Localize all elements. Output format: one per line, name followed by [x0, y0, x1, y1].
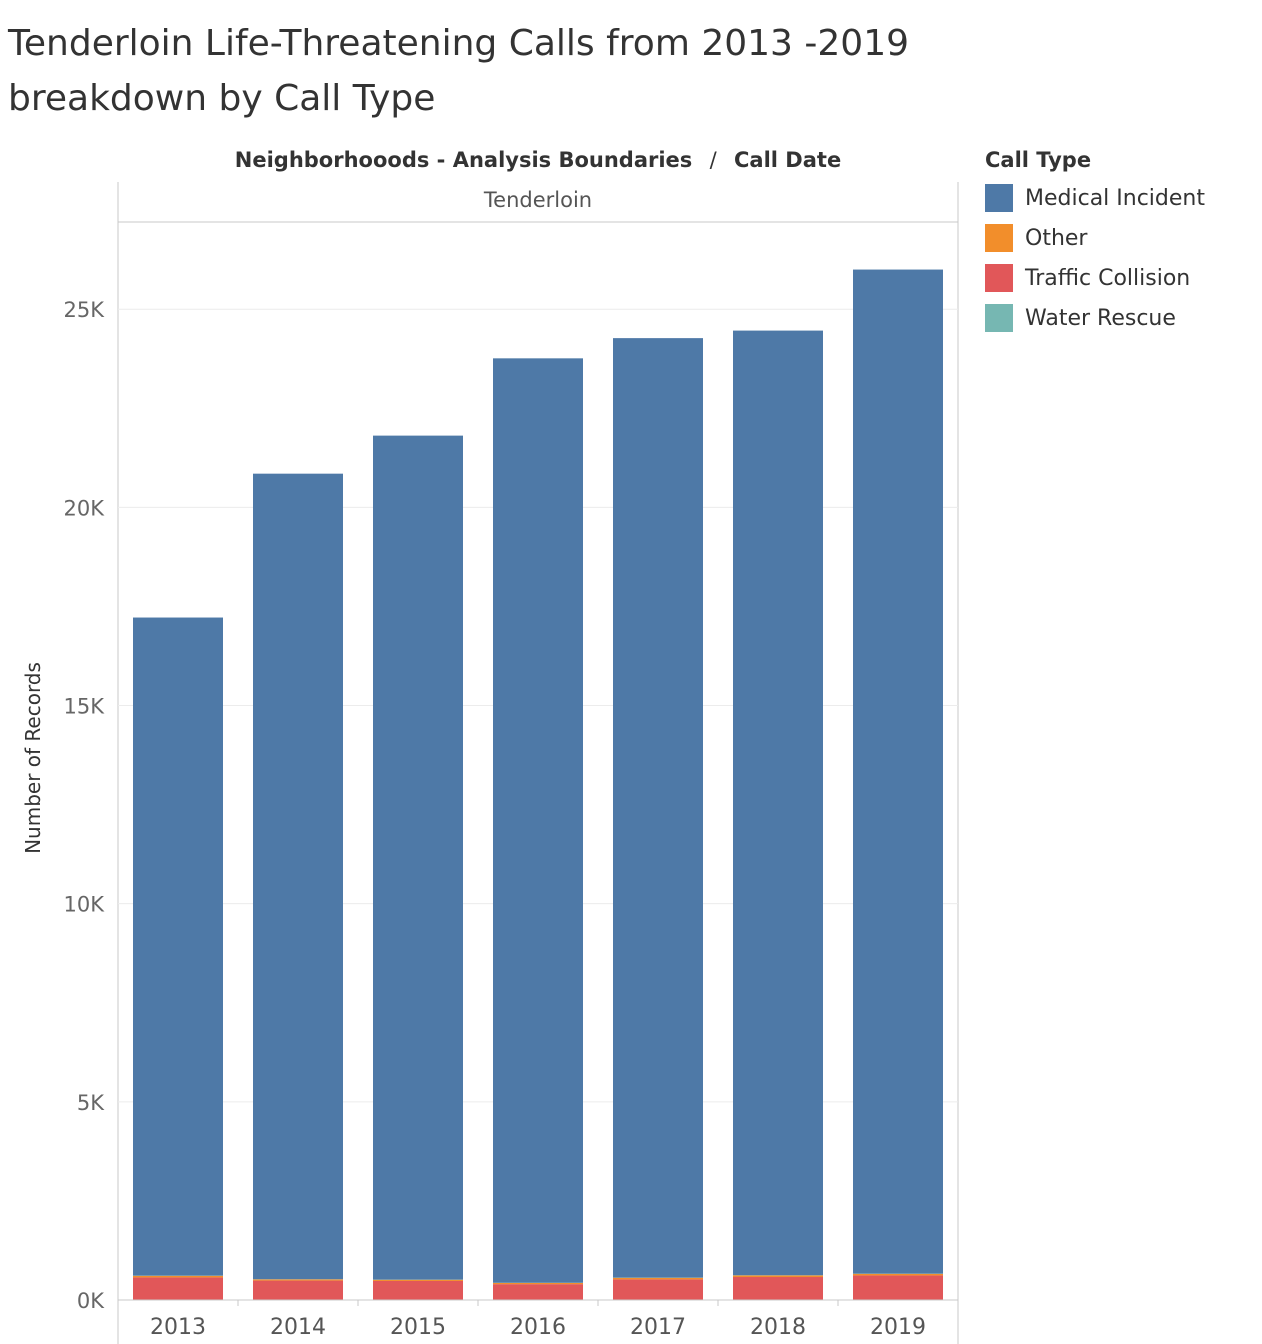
- header-separator: /: [709, 148, 717, 172]
- legend-item-medical-incident[interactable]: Medical Incident: [985, 178, 1205, 218]
- x-tick-label: 2013: [150, 1315, 206, 1340]
- x-tick-label: 2016: [510, 1315, 566, 1340]
- legend-swatch: [985, 264, 1013, 292]
- y-tick-label: 25K: [64, 298, 106, 322]
- legend-swatch: [985, 184, 1013, 212]
- column-header: Neighborhooods - Analysis Boundaries / C…: [118, 148, 958, 172]
- bar-segment-other: [373, 1279, 463, 1281]
- x-tick-label: 2017: [630, 1315, 686, 1340]
- chart-title-line-1: Tenderloin Life-Threatening Calls from 2…: [8, 23, 910, 64]
- legend-label: Water Rescue: [1025, 305, 1176, 331]
- bar-segment-other: [253, 1279, 343, 1281]
- bar-segment-traffic-collision: [253, 1280, 343, 1300]
- x-tick-label: 2015: [390, 1315, 446, 1340]
- legend-item-other[interactable]: Other: [985, 218, 1205, 258]
- pane-label: Tenderloin: [483, 188, 593, 212]
- legend-item-traffic-collision[interactable]: Traffic Collision: [985, 258, 1205, 298]
- legend-item-water-rescue[interactable]: Water Rescue: [985, 298, 1205, 338]
- bar-segment-other: [133, 1275, 223, 1278]
- x-tick-label: 2014: [270, 1315, 326, 1340]
- bar-segment-other: [853, 1273, 943, 1276]
- columns-field-label: Call Date: [734, 148, 842, 172]
- y-tick-label: 20K: [64, 496, 106, 520]
- bar-segment-medical-incident: [133, 617, 223, 1276]
- bar-segment-other: [733, 1275, 823, 1278]
- y-tick-label: 15K: [64, 695, 106, 719]
- x-tick-label: 2018: [750, 1315, 806, 1340]
- bar-segment-medical-incident: [853, 269, 943, 1274]
- legend: Call Type Medical Incident Other Traffic…: [985, 148, 1205, 338]
- bar-segment-other: [493, 1282, 583, 1285]
- bar-segment-medical-incident: [373, 435, 463, 1280]
- legend-label: Traffic Collision: [1025, 265, 1191, 291]
- bar-segment-medical-incident: [613, 338, 703, 1278]
- bar-segment-traffic-collision: [613, 1279, 703, 1300]
- y-tick-label: 10K: [64, 893, 106, 917]
- bar-segment-medical-incident: [733, 330, 823, 1276]
- chart-title-line-2: breakdown by Call Type: [8, 78, 436, 119]
- y-tick-label: 5K: [77, 1091, 105, 1115]
- bar-segment-traffic-collision: [133, 1277, 223, 1300]
- legend-label: Medical Incident: [1025, 185, 1205, 211]
- chart-plot: 0K 5K 10K 15K 20K 25K 2013 2014 2015 2016 2017 2018…: [64, 182, 959, 1344]
- chart-title: Tenderloin Life-Threatening Calls from 2…: [8, 16, 988, 126]
- bar-segment-medical-incident: [253, 473, 343, 1280]
- bar-segment-medical-incident: [493, 358, 583, 1283]
- legend-swatch: [985, 304, 1013, 332]
- legend-swatch: [985, 224, 1013, 252]
- legend-label: Other: [1025, 225, 1088, 251]
- bar-segment-traffic-collision: [493, 1284, 583, 1300]
- x-tick-label: 2019: [870, 1315, 926, 1340]
- bar-segment-traffic-collision: [733, 1277, 823, 1300]
- bar-segment-traffic-collision: [373, 1280, 463, 1300]
- bar-segment-traffic-collision: [853, 1275, 943, 1300]
- y-tick-label: 0K: [77, 1289, 105, 1313]
- rows-field-label: Neighborhooods - Analysis Boundaries: [234, 148, 693, 172]
- bar-segment-other: [613, 1277, 703, 1280]
- legend-title: Call Type: [985, 148, 1092, 172]
